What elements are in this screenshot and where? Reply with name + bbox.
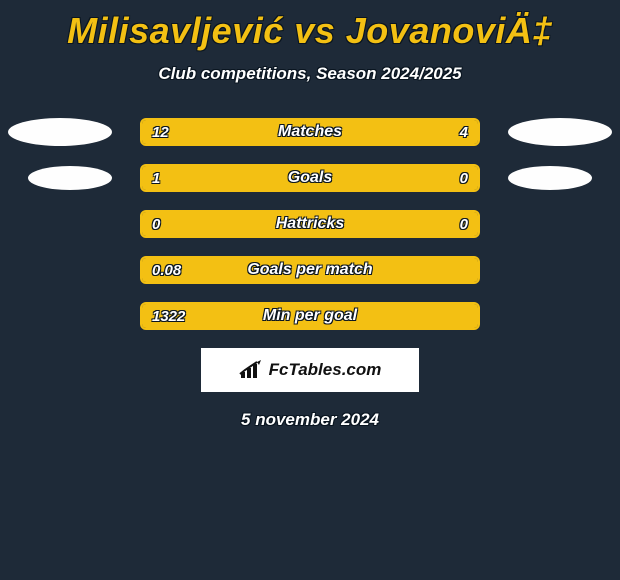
page-title: Milisavljević vs JovanoviÄ‡ [0, 0, 620, 52]
stat-bar: 10Goals [140, 164, 480, 192]
stat-row: 124Matches [0, 118, 620, 146]
player-photo-left [28, 166, 112, 190]
stat-bar: 0.08Goals per match [140, 256, 480, 284]
stat-row: 10Goals [0, 164, 620, 192]
brand-text: FcTables.com [269, 360, 382, 380]
chart-icon [239, 360, 265, 380]
bar-fill-right [401, 166, 478, 190]
stat-bar: 00Hattricks [140, 210, 480, 238]
bar-fill-left [142, 212, 478, 236]
brand-box[interactable]: FcTables.com [201, 348, 419, 392]
player-photo-right [508, 118, 612, 146]
bar-fill-left [142, 304, 478, 328]
bar-fill-left [142, 120, 387, 144]
stat-row: 00Hattricks [0, 210, 620, 238]
bar-fill-left [142, 166, 401, 190]
page-subtitle: Club competitions, Season 2024/2025 [0, 64, 620, 84]
stat-bar: 124Matches [140, 118, 480, 146]
stats-container: 124Matches 10Goals 00Hattricks 0.08Goals pe… [0, 118, 620, 330]
player-photo-left [8, 118, 112, 146]
stat-row: 0.08Goals per match [0, 256, 620, 284]
bar-fill-left [142, 258, 478, 282]
player-photo-right [508, 166, 592, 190]
bar-fill-right [387, 120, 478, 144]
stat-row: 1322Min per goal [0, 302, 620, 330]
footer-date: 5 november 2024 [0, 410, 620, 430]
stat-bar: 1322Min per goal [140, 302, 480, 330]
